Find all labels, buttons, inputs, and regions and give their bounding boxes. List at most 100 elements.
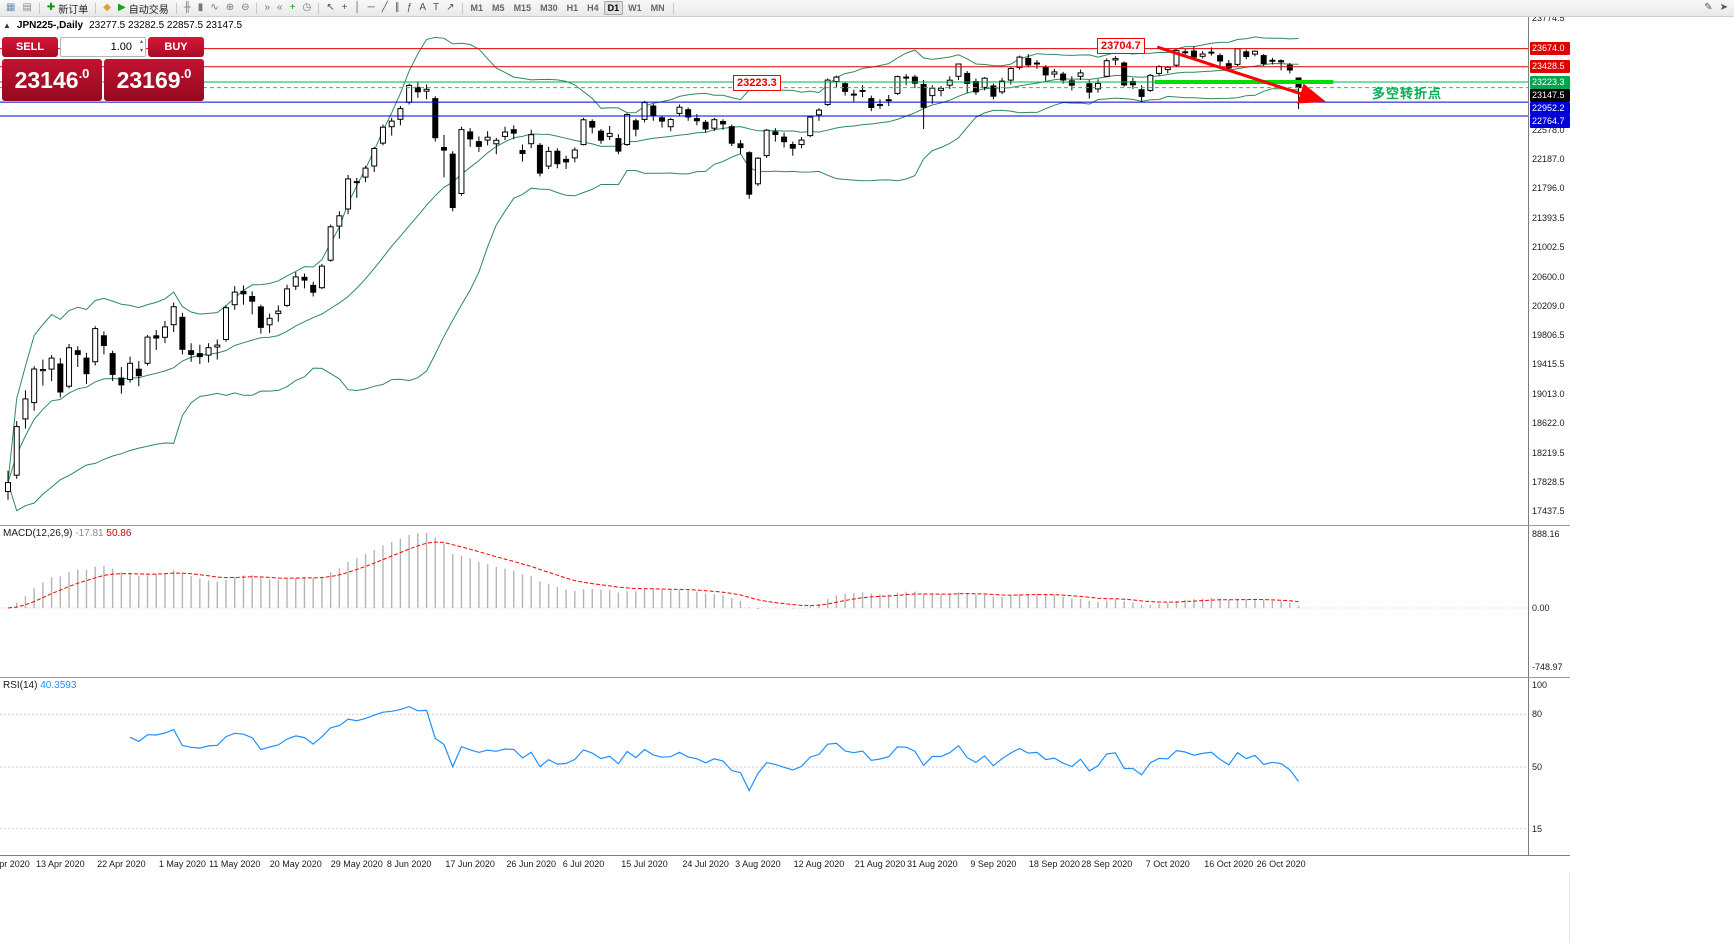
- spinner-up-icon[interactable]: ▴: [139, 39, 143, 45]
- buy-price-main: 23169: [116, 66, 181, 93]
- chart-title: JPN225-,Daily: [16, 20, 84, 31]
- ohlc-bars-icon: ╫: [183, 2, 191, 13]
- toolbar: ▦ ▤ ✚ 新订单 ◆ ▶ 自动交易 ╫ ▮ ∿ ⊕ ⊖ » « + ◷ ↖ + │ ─ ╱ ∥ ƒ A T ↗ M1 M5 M15 M3…: [0, 0, 1734, 17]
- date-axis[interactable]: 3 Apr 2020 13 Apr 2020 22 Apr 2020 1 May 20…: [0, 855, 1570, 873]
- crosshair-button[interactable]: +: [339, 1, 351, 15]
- line-chart-button[interactable]: ∿: [207, 1, 221, 15]
- date-tick-label: 8 Jun 2020: [386, 859, 432, 869]
- horizontal-line-button[interactable]: ─: [365, 1, 378, 15]
- price-axis-label: 20209.0: [1532, 300, 1565, 311]
- price-axis-label: 19806.5: [1532, 330, 1565, 341]
- arrows-button[interactable]: ↗: [443, 1, 457, 15]
- date-tick-label: 31 Aug 2020: [907, 859, 958, 869]
- channel-button[interactable]: ∥: [392, 1, 403, 15]
- date-tick-label: 1 May 2020: [158, 859, 206, 869]
- volume-field[interactable]: 1.00 ▴ ▾: [60, 37, 146, 57]
- rsi-scale-label: 100: [1532, 680, 1548, 690]
- price-axis-label: 19013.0: [1532, 389, 1565, 400]
- price-axis-label: 17828.5: [1532, 477, 1565, 487]
- chart-plot[interactable]: [0, 17, 1528, 855]
- metaquotes-icon: ◆: [103, 2, 111, 13]
- channel-icon: ∥: [394, 2, 400, 13]
- buy-button[interactable]: BUY: [148, 37, 204, 57]
- auto-trading-icon: ▶: [118, 2, 126, 13]
- spinner-down-icon[interactable]: ▾: [139, 48, 143, 54]
- tf-m15-button[interactable]: M15: [513, 3, 532, 13]
- price-tag: 23223.3: [1530, 75, 1570, 89]
- ohlc-bars-button[interactable]: ╫: [181, 1, 194, 15]
- price-axis-label: 23774.5: [1532, 17, 1565, 23]
- date-tick-label: 15 Jul 2020: [621, 859, 668, 869]
- toolbar-separator: [95, 2, 97, 14]
- price-tag: 23147.5: [1530, 88, 1570, 102]
- pointer-button[interactable]: ➤: [1717, 1, 1731, 15]
- zoom-out-button[interactable]: ⊖: [238, 1, 252, 15]
- pane-divider-macd[interactable]: [0, 525, 1570, 526]
- price-axis-label: 17437.5: [1532, 506, 1565, 516]
- vertical-line-icon: │: [354, 2, 361, 13]
- tf-h1-button[interactable]: H1: [566, 3, 579, 13]
- tf-mn-button[interactable]: MN: [650, 3, 665, 13]
- date-tick-label: 29 May 2020: [330, 859, 383, 869]
- auto-scroll-button[interactable]: »: [261, 1, 273, 15]
- indicators-button[interactable]: +: [287, 1, 299, 15]
- chart-profiles-button[interactable]: ▤: [19, 1, 34, 15]
- peak-price-label[interactable]: 23704.7: [1097, 38, 1145, 54]
- auto-trading-button[interactable]: ▶ 自动交易: [115, 1, 172, 16]
- new-chart-button[interactable]: ▦: [3, 1, 18, 15]
- tf-h4-button[interactable]: H4: [587, 3, 599, 13]
- candlestick-chart-button[interactable]: ▮: [195, 1, 207, 15]
- buy-price[interactable]: 23169 .0: [104, 59, 204, 101]
- metaquotes-button[interactable]: ◆: [100, 1, 114, 15]
- date-tick-label: 26 Oct 2020: [1256, 859, 1306, 869]
- vertical-line-button[interactable]: │: [351, 1, 363, 15]
- oneclick-collapse-icon[interactable]: ▲: [3, 21, 11, 30]
- periods-icon: ◷: [302, 2, 312, 13]
- zoom-in-button[interactable]: ⊕: [223, 1, 237, 15]
- price-axis[interactable]: 23774.5 22578.0 22187.0 21796.0 21393.5 21002…: [1528, 17, 1570, 855]
- date-tick-label: 3 Aug 2020: [735, 859, 781, 869]
- tf-m30-button[interactable]: M30: [540, 3, 558, 13]
- sell-button[interactable]: SELL: [2, 37, 58, 57]
- label-icon: T: [433, 2, 440, 13]
- support-price-label[interactable]: 23223.3: [733, 75, 781, 91]
- pencil-button[interactable]: ✎: [1701, 1, 1715, 15]
- cursor-button[interactable]: ↖: [323, 1, 337, 15]
- toolbar-separator: [256, 2, 258, 14]
- tf-m5-button[interactable]: M5: [492, 3, 505, 13]
- chart-shift-button[interactable]: «: [274, 1, 286, 15]
- trendline-icon: ╱: [381, 2, 388, 13]
- toolbar-separator: [461, 2, 463, 14]
- new-order-button[interactable]: ✚ 新订单: [44, 1, 91, 16]
- text-icon: A: [419, 2, 427, 13]
- tf-m1-button[interactable]: M1: [470, 3, 484, 13]
- label-button[interactable]: T: [430, 1, 442, 15]
- price-axis-label: 18622.0: [1532, 418, 1565, 429]
- price-tag: 23428.5: [1530, 60, 1570, 74]
- volume-spinner[interactable]: ▴ ▾: [140, 38, 143, 56]
- price-tag: 22764.7: [1530, 114, 1570, 128]
- fibonacci-button[interactable]: ƒ: [404, 1, 416, 15]
- macd-scale-label: -748.97: [1532, 662, 1563, 672]
- pointer-icon: ➤: [1719, 2, 1728, 13]
- pane-divider-rsi[interactable]: [0, 677, 1570, 678]
- text-button[interactable]: A: [416, 1, 429, 15]
- macd-name: MACD(12,26,9): [3, 528, 73, 539]
- auto-scroll-icon: »: [264, 2, 271, 13]
- rsi-value: 40.3593: [40, 680, 77, 691]
- sell-price[interactable]: 23146 .0: [2, 59, 102, 101]
- chart-header: ▲ JPN225-,Daily 23277.5 23282.5 22857.5 …: [3, 20, 242, 31]
- trendline-button[interactable]: ╱: [379, 1, 391, 15]
- chart-window: ▲ JPN225-,Daily 23277.5 23282.5 22857.5 …: [0, 17, 1570, 943]
- zoom-out-icon: ⊖: [241, 2, 250, 13]
- tf-w1-button[interactable]: W1: [628, 3, 642, 13]
- macd-label: MACD(12,26,9) -17.81 50.86: [3, 528, 131, 539]
- tf-d1-button[interactable]: D1: [603, 1, 624, 15]
- periods-button[interactable]: ◷: [299, 1, 314, 15]
- date-tick-label: 9 Sep 2020: [970, 859, 1017, 869]
- price-axis-label: 21393.5: [1532, 212, 1565, 223]
- fibonacci-icon: ƒ: [406, 2, 413, 13]
- arrows-icon: ↗: [446, 2, 455, 13]
- annotation-note[interactable]: 多空转折点: [1372, 86, 1443, 101]
- toolbar-button-label: 自动交易: [128, 4, 169, 16]
